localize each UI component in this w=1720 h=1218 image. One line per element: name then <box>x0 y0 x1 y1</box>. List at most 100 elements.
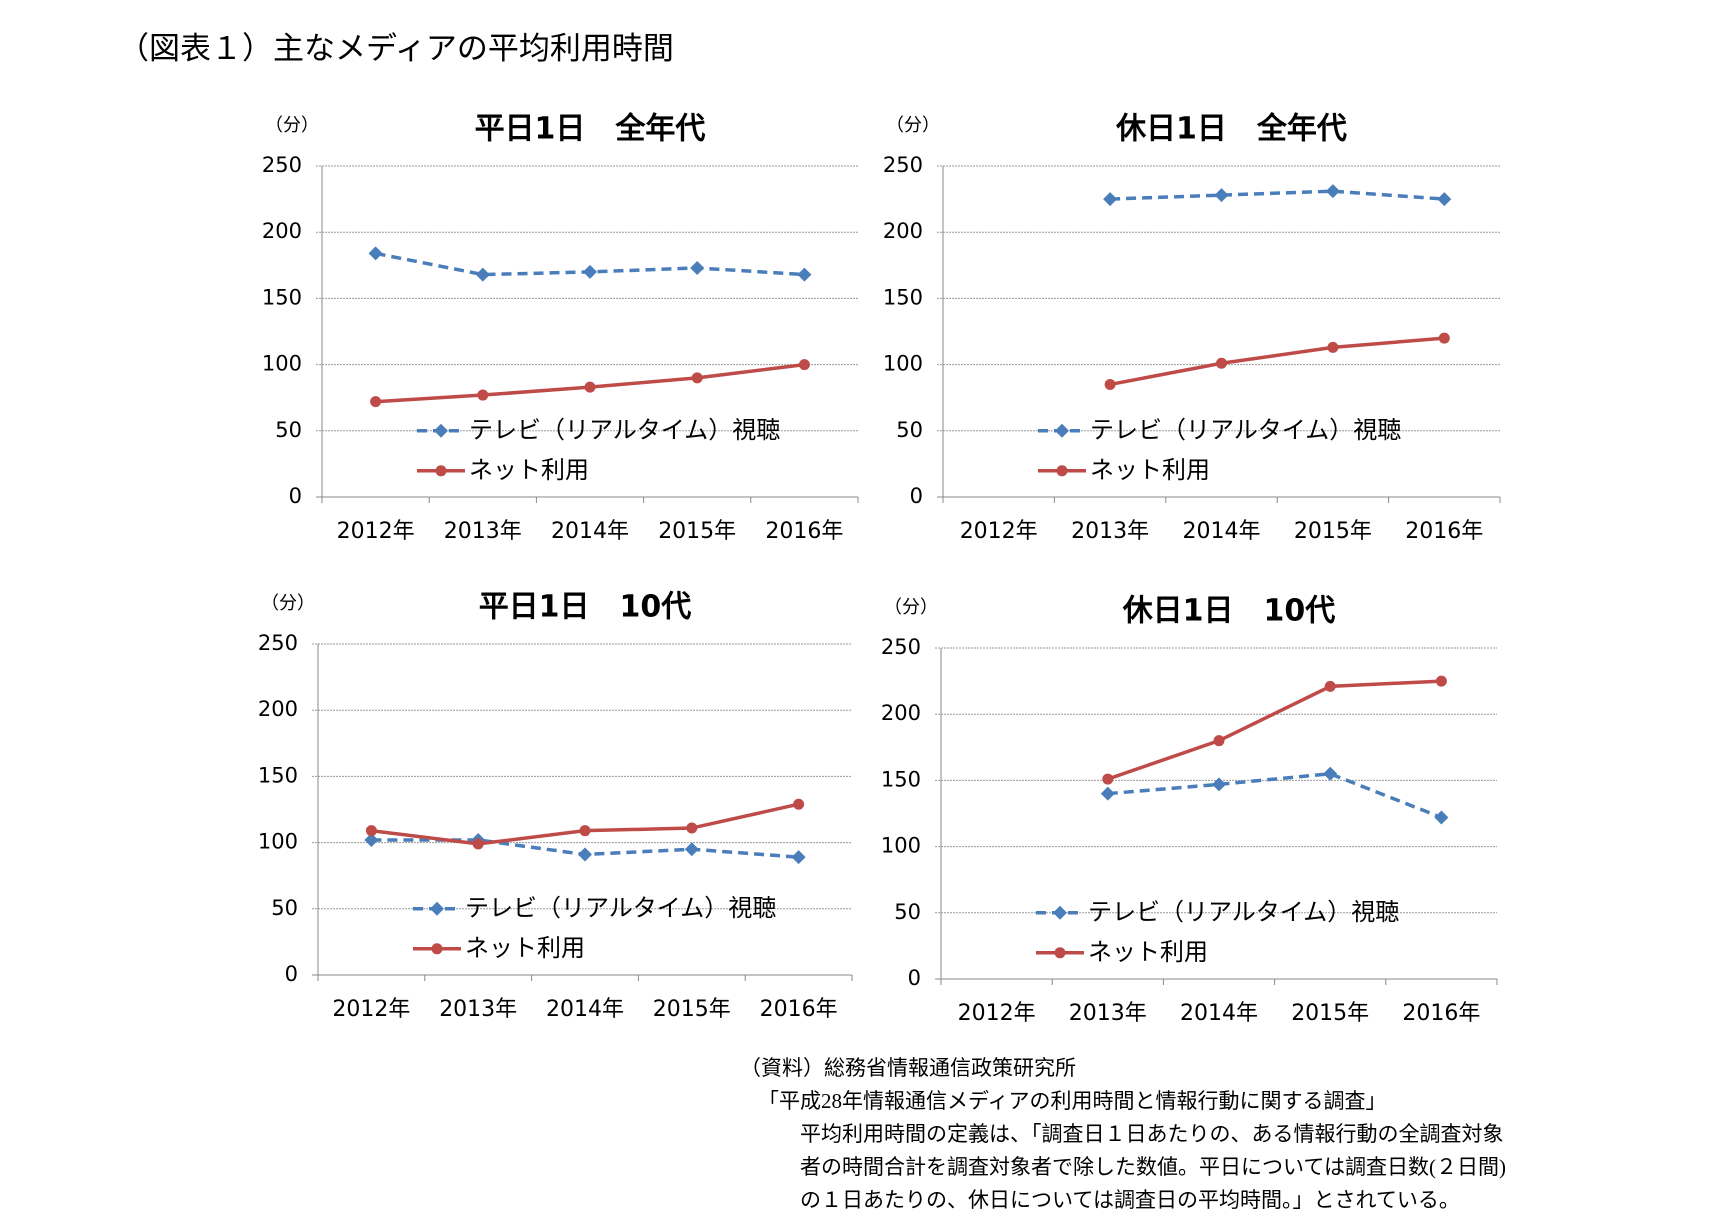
y-tick-label: 250 <box>262 153 302 177</box>
x-tick-label: 2015年 <box>653 997 731 1022</box>
marker <box>1327 341 1339 353</box>
chart-title: 休日1日 10代 <box>1122 594 1336 629</box>
y-tick-label: 150 <box>881 767 921 791</box>
marker <box>1437 192 1452 207</box>
y-tick-label: 0 <box>910 484 923 508</box>
chart-title: 平日1日 全年代 <box>475 112 706 147</box>
marker <box>364 832 379 847</box>
marker <box>472 838 484 850</box>
x-tick-label: 2015年 <box>1291 1001 1369 1026</box>
marker <box>584 381 596 393</box>
y-tick-label: 100 <box>258 830 298 854</box>
marker <box>1214 188 1229 203</box>
marker <box>1324 680 1336 692</box>
legend-marker <box>1056 465 1068 477</box>
marker <box>475 267 490 282</box>
x-tick-label: 2016年 <box>1402 1001 1480 1026</box>
series-line <box>1107 771 1443 820</box>
y-axis-unit: （分） <box>261 593 315 614</box>
y-tick-label: 150 <box>883 285 923 309</box>
y-tick-label: 200 <box>883 219 923 243</box>
chart: （分） 平日1日 10代 0 50 100 150 200 250 2012年 2013年 2014… <box>258 590 853 1022</box>
legend-label: ネット利用 <box>465 934 585 962</box>
marker <box>370 396 382 408</box>
x-tick-label: 2012年 <box>337 519 415 544</box>
y-tick-label: 50 <box>275 418 302 442</box>
y-tick-label: 100 <box>881 834 921 858</box>
chart-title: 平日1日 10代 <box>479 590 692 625</box>
legend-marker <box>434 423 448 438</box>
x-tick-label: 2013年 <box>1071 519 1149 544</box>
legend-marker <box>1053 905 1067 920</box>
marker <box>579 825 591 837</box>
x-tick-label: 2014年 <box>551 519 629 544</box>
marker <box>583 264 597 279</box>
y-axis-unit: （分） <box>886 115 940 136</box>
x-tick-label: 2012年 <box>332 997 410 1022</box>
marker <box>578 847 592 862</box>
marker <box>1435 675 1447 687</box>
legend-marker <box>431 943 443 955</box>
x-tick-label: 2014年 <box>546 997 624 1022</box>
series-line <box>1109 336 1445 387</box>
y-tick-label: 150 <box>262 285 302 309</box>
marker <box>684 842 699 857</box>
y-tick-label: 250 <box>258 631 298 655</box>
y-tick-label: 50 <box>271 896 298 920</box>
legend-label: ネット利用 <box>1088 938 1208 966</box>
y-tick-label: 250 <box>883 153 923 177</box>
series-line <box>1107 679 1442 781</box>
y-tick-label: 150 <box>258 763 298 787</box>
x-tick-label: 2013年 <box>439 997 517 1022</box>
source-note: 者の時間合計を調査対象者で除した数値。平日については調査日数(２日間) <box>800 1155 1506 1179</box>
marker <box>1438 332 1450 344</box>
chart-title: 休日1日 全年代 <box>1115 112 1347 147</box>
x-tick-label: 2015年 <box>658 519 736 544</box>
marker <box>791 850 806 865</box>
y-axis-unit: （分） <box>884 597 938 618</box>
marker <box>365 825 377 837</box>
marker <box>797 267 812 282</box>
y-tick-label: 0 <box>908 966 921 990</box>
marker <box>368 246 383 261</box>
marker <box>690 260 705 275</box>
y-tick-label: 0 <box>289 484 302 508</box>
y-tick-label: 50 <box>896 418 923 442</box>
marker <box>1103 192 1118 207</box>
y-tick-label: 200 <box>881 701 921 725</box>
marker <box>1212 777 1226 792</box>
marker <box>1104 378 1116 390</box>
y-axis-unit: （分） <box>265 115 319 136</box>
y-tick-label: 0 <box>285 962 298 986</box>
page-title: （図表１）主なメディアの平均利用時間 <box>118 31 674 66</box>
x-tick-label: 2016年 <box>760 997 838 1022</box>
marker <box>793 798 805 810</box>
legend-label: ネット利用 <box>469 456 589 484</box>
series-line <box>1110 189 1445 201</box>
y-tick-label: 200 <box>258 697 298 721</box>
marker <box>686 822 698 834</box>
legend-label: テレビ（リアルタイム）視聴 <box>1090 416 1401 444</box>
legend-marker <box>1055 423 1069 438</box>
y-tick-label: 50 <box>894 900 921 924</box>
source-note: （資料）総務省情報通信政策研究所 <box>740 1056 1076 1080</box>
chart: （分） 休日1日 10代 0 50 100 150 200 250 2012年 2013年 2014… <box>881 594 1498 1026</box>
x-tick-label: 2014年 <box>1180 1001 1258 1026</box>
legend-marker <box>1054 947 1066 959</box>
y-tick-label: 100 <box>883 352 923 376</box>
chart: （分） 平日1日 全年代 0 50 100 150 200 250 2012年 2013年 2014… <box>262 112 859 544</box>
y-tick-label: 100 <box>262 352 302 376</box>
source-note: 平均利用時間の定義は、「調査日１日あたりの、ある情報行動の全調査対象 <box>800 1122 1504 1146</box>
x-tick-label: 2013年 <box>444 519 522 544</box>
x-tick-label: 2012年 <box>958 1001 1036 1026</box>
marker <box>1102 773 1114 785</box>
marker <box>1216 357 1227 369</box>
legend-label: テレビ（リアルタイム）視聴 <box>465 894 776 922</box>
x-tick-label: 2015年 <box>1294 519 1372 544</box>
source-note: 「平成28年情報通信メディアの利用時間と情報行動に関する調査」 <box>758 1089 1387 1113</box>
x-tick-label: 2014年 <box>1183 519 1261 544</box>
legend-marker <box>430 901 444 916</box>
marker <box>1213 735 1225 747</box>
series-line <box>371 802 799 846</box>
